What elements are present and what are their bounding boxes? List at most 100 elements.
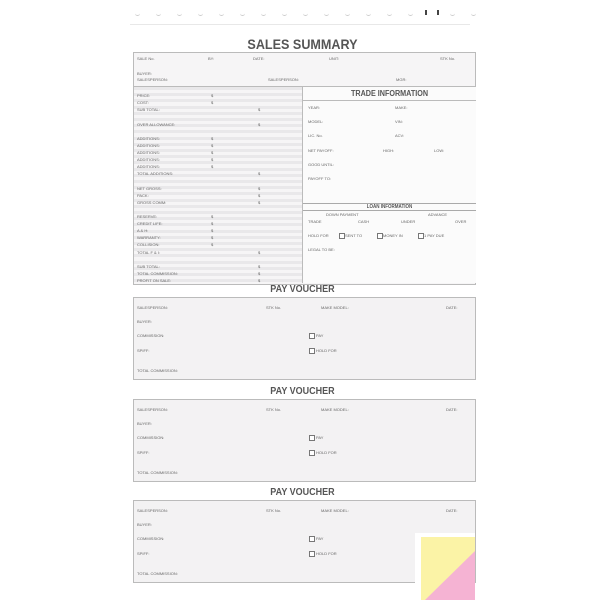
sales-row-amount-field[interactable]: $	[211, 235, 214, 240]
sales-row-label: WARRANTY:	[137, 235, 161, 240]
payoff-to-label: PAYOFF TO:	[308, 176, 332, 181]
spiff-label: SPIFF:	[137, 551, 150, 556]
sales-row-amount-field[interactable]: $	[211, 214, 214, 219]
sales-row-amount-field[interactable]: $	[258, 271, 261, 276]
perforation-hole	[345, 12, 350, 16]
form-stripe	[134, 248, 302, 252]
form-stripe	[134, 242, 302, 245]
stk-no-label: STK No.	[266, 407, 282, 412]
sales-row-amount-field[interactable]: $	[258, 200, 261, 205]
stk-no-label: STK No.	[440, 56, 456, 61]
perforation-hole	[156, 12, 161, 16]
sales-row-label: PROFIT ON SALE:	[137, 278, 172, 283]
perforation-hole	[471, 12, 476, 16]
pay-checkbox[interactable]	[309, 333, 315, 339]
commission-label: COMMISSION:	[137, 333, 165, 338]
sales-row-amount-field[interactable]: $	[211, 164, 214, 169]
lic-no-label: LIC. No.	[308, 133, 323, 138]
perforation-hole	[219, 12, 224, 16]
hold-for-checkbox[interactable]	[309, 348, 315, 354]
sales-row-amount-field[interactable]: $	[258, 264, 261, 269]
sales-row-amount-field[interactable]: $	[211, 242, 214, 247]
sales-row-amount-field[interactable]: $	[258, 107, 261, 112]
perforation-hole	[408, 12, 413, 16]
vin-label: VIN:	[395, 119, 403, 124]
hold-for-label: HOLD FOR	[316, 551, 337, 556]
date-label: DATE:	[446, 407, 458, 412]
acv-label: ACV:	[395, 133, 405, 138]
pay-checkbox[interactable]	[309, 536, 315, 542]
perforation-hole	[240, 12, 245, 16]
sales-row-label: PRICE:	[137, 93, 151, 98]
money-in-label: MONEY IN	[383, 233, 403, 238]
sales-summary-body: PRICE: $ COST: $ SUB TOTAL: $ OVER ALLOWANCE: $…	[133, 86, 476, 285]
sales-row-amount-field[interactable]: $	[258, 122, 261, 127]
form-stripe	[134, 118, 302, 121]
sales-row-label: SUB TOTAL:	[137, 264, 160, 269]
sales-row-label: NET GROSS:	[137, 186, 162, 191]
money-in-checkbox[interactable]	[377, 233, 383, 239]
buyer-label: BUYER:	[137, 522, 152, 527]
sales-row-amount-field[interactable]: $	[211, 143, 214, 148]
down-payment-label: DOWN PAYMENT	[326, 212, 359, 217]
pay-voucher: SALESPERSON: STK No. MAKE MODEL: DATE: BUYER…	[133, 297, 476, 380]
sales-row-amount-field[interactable]: $	[258, 193, 261, 198]
pay-checkbox[interactable]	[309, 435, 315, 441]
by-label: BY:	[208, 56, 215, 61]
sales-row-amount-field[interactable]: $	[258, 278, 261, 283]
salesperson-label: SALESPERSON:	[137, 407, 168, 412]
perforation-marker-icon	[425, 10, 439, 15]
perforation-hole	[177, 12, 182, 16]
sales-row-amount-field[interactable]: $	[211, 150, 214, 155]
net-payoff-label: NET PAYOFF:	[308, 148, 334, 153]
form-stripe	[134, 273, 302, 276]
hold-for-label: HOLD FOR	[316, 348, 337, 353]
salesperson-label: SALESPERSON:	[137, 305, 168, 310]
sales-row-amount-field[interactable]: $	[258, 250, 261, 255]
pay-voucher-title: PAY VOUCHER	[270, 487, 335, 498]
salesperson-label: SALESPERSON:	[137, 77, 168, 82]
hold-for-checkbox[interactable]	[309, 551, 315, 557]
sent-to-checkbox[interactable]	[339, 233, 345, 239]
first-pay-due-checkbox[interactable]	[418, 233, 424, 239]
form-stripe	[134, 167, 302, 171]
hold-for-label: HOLD FOR	[308, 233, 329, 238]
make-model-label: MAKE MODEL:	[321, 305, 349, 310]
sales-row-amount-field[interactable]: $	[211, 93, 214, 98]
perforation-hole	[387, 12, 392, 16]
perforation-hole	[303, 12, 308, 16]
sales-rows: PRICE: $ COST: $ SUB TOTAL: $ OVER ALLOWANCE: $…	[134, 87, 302, 284]
form-stripe	[134, 93, 302, 97]
form-stripe	[134, 99, 302, 103]
sales-row-amount-field[interactable]: $	[211, 100, 214, 105]
total-commission-label: TOTAL COMMISSION:	[137, 470, 178, 475]
pay-label: PAY	[316, 536, 324, 541]
sales-summary-title: SALES SUMMARY	[247, 36, 358, 52]
perforation-hole	[198, 12, 203, 16]
model-label: MODEL:	[308, 119, 324, 124]
form-stripe	[134, 217, 302, 221]
sales-row-amount-field[interactable]: $	[211, 228, 214, 233]
stk-no-label: STK No.	[266, 508, 282, 513]
sales-row-amount-field[interactable]: $	[258, 186, 261, 191]
sales-row-amount-field[interactable]: $	[211, 157, 214, 162]
form-stripe	[134, 180, 302, 183]
sales-row-amount-field[interactable]: $	[211, 221, 214, 226]
perforation-strip	[125, 0, 476, 26]
perforation-hole	[135, 12, 140, 16]
high-label: HIGH:	[383, 148, 395, 153]
loan-information-title: LOAN INFORMATION	[366, 204, 413, 210]
pay-label: PAY	[316, 333, 324, 338]
total-commission-label: TOTAL COMMISSION:	[137, 368, 178, 373]
mgr-label: MGR:	[396, 77, 407, 82]
form-stripe	[134, 211, 302, 214]
sales-row-amount-field[interactable]: $	[258, 171, 261, 176]
date-label: DATE:	[446, 305, 458, 310]
form-stripe	[134, 254, 302, 258]
date-label: DATE:	[253, 56, 265, 61]
sales-row-label: TOTAL ADDITIONS:	[137, 171, 174, 176]
form-stripe	[134, 124, 302, 128]
sales-row-amount-field[interactable]: $	[211, 136, 214, 141]
total-commission-label: TOTAL COMMISSION:	[137, 571, 178, 576]
hold-for-checkbox[interactable]	[309, 450, 315, 456]
